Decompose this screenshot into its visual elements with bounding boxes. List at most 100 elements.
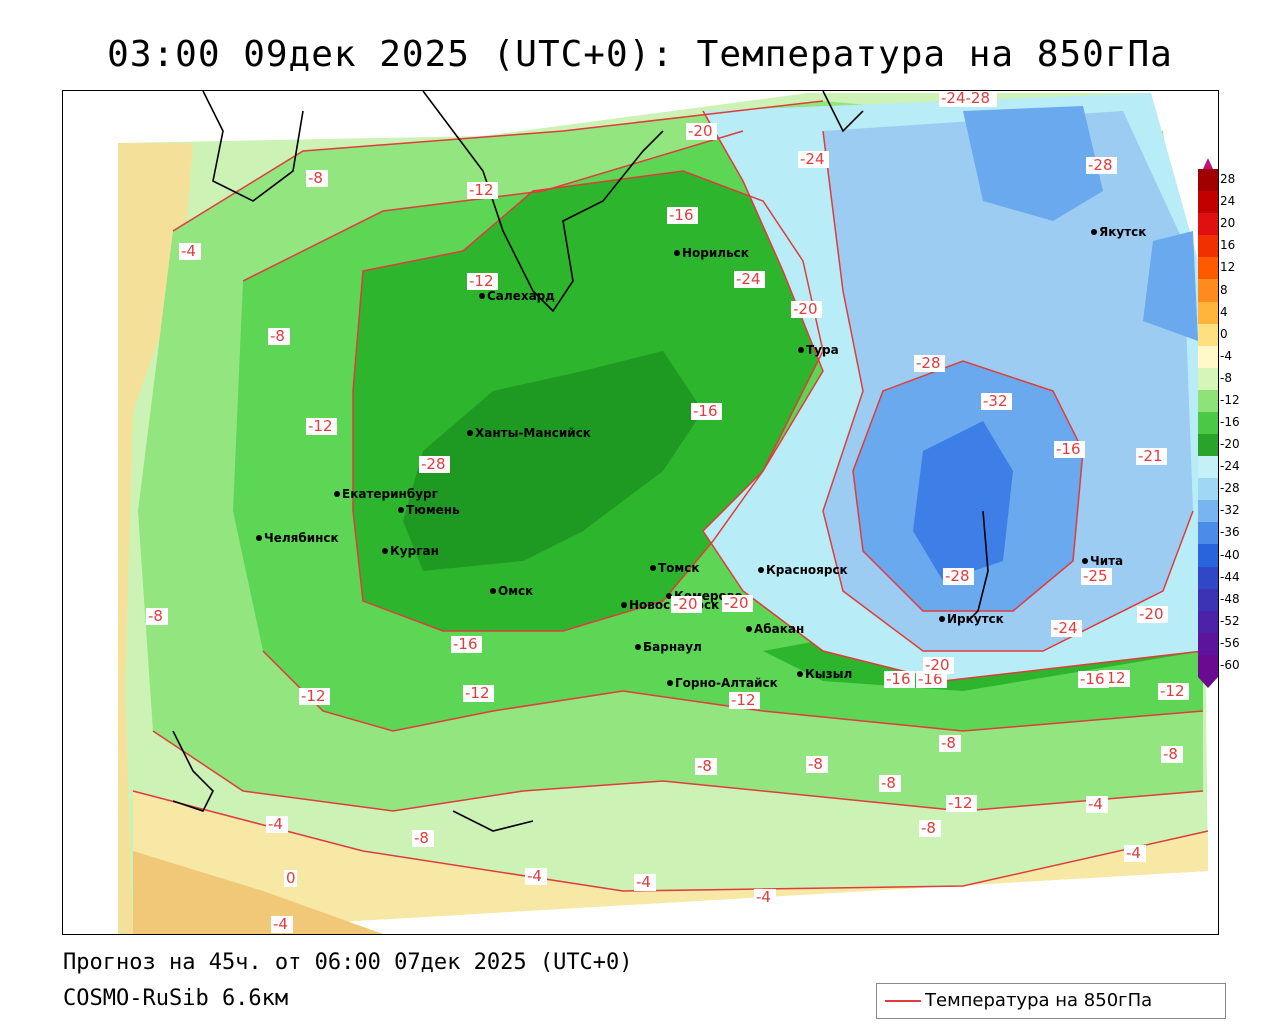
city-label: Томск — [658, 561, 700, 575]
colorbar-tick-label: -28 — [1220, 481, 1240, 496]
contour-label: -12 — [469, 272, 494, 290]
contour-label-bg — [266, 816, 288, 833]
contour-label-bg — [1124, 845, 1146, 862]
city-marker — [398, 507, 404, 513]
colorbar-segment — [1198, 632, 1218, 656]
contour-label-bg — [1081, 568, 1112, 585]
contour-label: -12 — [308, 417, 333, 435]
colorbar-segment — [1198, 191, 1218, 214]
contour-label: -12 — [1160, 682, 1185, 700]
contour-label: -16 — [918, 670, 943, 688]
city-label: Тура — [806, 343, 839, 357]
colorbar-segment — [1198, 411, 1218, 435]
contour-label-bg — [791, 301, 822, 318]
colorbar-tick-label: 8 — [1220, 282, 1228, 297]
contour-label: -24-28 — [941, 91, 990, 107]
contour-label-bg — [525, 868, 547, 885]
colorbar-segment — [1198, 169, 1218, 192]
city-label: Чита — [1090, 554, 1123, 568]
contour-label: -12 — [948, 794, 973, 812]
city-label: Иркутск — [947, 612, 1004, 626]
colorbar-segment — [1198, 500, 1218, 523]
contour-label: -4 — [636, 873, 651, 891]
contour-label: -20 — [673, 595, 698, 613]
contour-label: -12 — [465, 684, 490, 702]
city-marker — [1091, 229, 1097, 235]
city-marker — [635, 644, 641, 650]
city-marker — [674, 250, 680, 256]
colorbar-segment — [1198, 279, 1218, 303]
city-label: Тюмень — [406, 503, 460, 517]
contour-label: -21 — [1138, 447, 1163, 465]
coastlines — [172, 91, 989, 832]
contour-label: -25 — [1083, 567, 1108, 585]
colorbar-segment — [1198, 522, 1218, 545]
colorbar-segment — [1198, 610, 1218, 634]
contour-label-bg — [463, 685, 494, 702]
city-label: Кызыл — [805, 667, 852, 681]
contour-label: -4 — [1126, 844, 1141, 862]
contour-label-bg — [306, 170, 328, 187]
contour-label-bg — [754, 889, 776, 906]
city-marker — [667, 680, 673, 686]
contour-label: -20 — [793, 300, 818, 318]
colorbar-tick-label: -56 — [1220, 635, 1240, 650]
contour-label: 0 — [286, 869, 296, 887]
contour-label-bg — [1051, 620, 1082, 637]
city-marker — [382, 548, 388, 554]
contour-label-bg — [284, 870, 297, 887]
city-marker — [758, 567, 764, 573]
colorbar-bottom-arrow — [1198, 676, 1218, 688]
contour-label-bg — [667, 207, 698, 224]
contour-label-bg — [179, 243, 201, 260]
contour-label: -20 — [724, 594, 749, 612]
contour-label: -4 — [527, 867, 542, 885]
contour-label-bg — [1054, 441, 1085, 458]
city-label: Абакан — [754, 622, 804, 636]
contour-label: -16 — [1056, 440, 1081, 458]
city-marker — [467, 430, 473, 436]
contour-label: -4 — [268, 815, 283, 833]
contour-label-bg — [806, 756, 828, 773]
city-marker — [334, 491, 340, 497]
contour-label-bg — [1086, 796, 1108, 813]
contour-label-bg — [271, 916, 293, 933]
colorbar-segment — [1198, 389, 1218, 413]
contour-label-bg — [914, 355, 945, 372]
colorbar-segment — [1198, 235, 1218, 258]
contour-label: -24 — [1053, 619, 1078, 637]
contour-label-bg — [879, 775, 901, 792]
contour-label: -8 — [414, 829, 429, 847]
city-marker — [939, 616, 945, 622]
colorbar-segment — [1198, 478, 1218, 501]
city-marker — [650, 565, 656, 571]
colorbar-segment — [1198, 213, 1218, 236]
contour-label-bg — [939, 91, 997, 107]
contour-label: -32 — [983, 392, 1008, 410]
colorbar-tick-label: -20 — [1220, 437, 1240, 452]
legend-label: Температура на 850гПа — [925, 990, 1153, 1011]
contour-label: -28 — [1088, 156, 1113, 174]
contour-label-bg — [695, 758, 717, 775]
city-marker — [621, 602, 627, 608]
colorbar-segment — [1198, 367, 1218, 391]
contour-label-bg — [412, 830, 434, 847]
contour-label-bg — [467, 273, 498, 290]
colorbar-tick-label: -16 — [1220, 415, 1240, 429]
contour-label-bg — [634, 874, 656, 891]
colorbar-tick-label: -40 — [1220, 547, 1240, 562]
contour-label-bg — [1137, 606, 1168, 623]
colorbar-tick-label: 12 — [1220, 260, 1236, 275]
contour-label-bg — [729, 692, 760, 709]
contour-label-bg — [268, 328, 290, 345]
map-title: 03:00 09дек 2025 (UTC+0): Температура на… — [107, 34, 1173, 75]
contour-label-layer: -24-28-20-24 -28-8-12-16-4-24-20-12-8-28-… — [146, 91, 1189, 933]
colorbar-tick-label: 0 — [1220, 326, 1228, 341]
contour-label: -16 — [453, 635, 478, 653]
city-label: Якутск — [1099, 225, 1146, 239]
contour-label-bg — [722, 595, 753, 612]
contour-label-bg — [923, 657, 954, 674]
contour-label: -8 — [808, 755, 823, 773]
contour-label: -20 — [925, 656, 950, 674]
contour-label-bg — [919, 820, 941, 837]
